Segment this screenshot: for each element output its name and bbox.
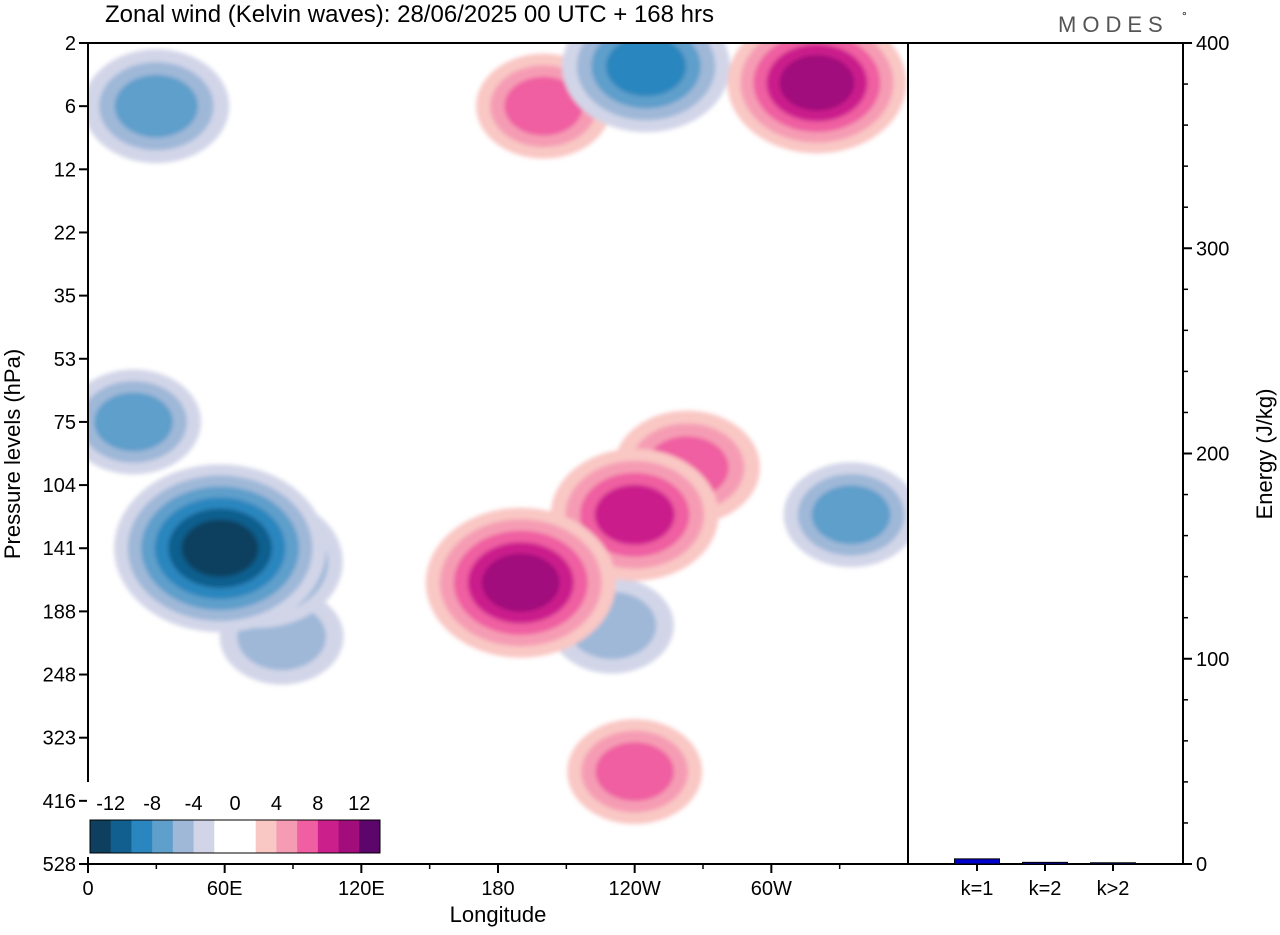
energy-tick-label: 0 [1196,854,1207,876]
easterly-anomaly [783,462,908,568]
x-axis-label: Longitude [450,902,547,927]
x-tick-label: 60E [207,878,243,900]
colorbar-swatch [276,820,298,853]
contour-band [594,484,675,545]
contour-band [811,485,891,545]
westerly-anomaly [727,43,907,154]
colorbar-label: 4 [271,793,282,815]
y-tick-label: 2 [65,33,76,55]
y-tick-label: 6 [65,96,76,118]
energy-category-label: k=2 [1029,878,1062,900]
colorbar-swatch [255,820,277,853]
colorbar-swatch [235,820,257,853]
energy-axis-label: Energy (J/kg) [1252,389,1277,520]
colorbar-label: -12 [96,793,125,815]
y-tick-label: 188 [43,601,76,623]
westerly-anomaly [425,507,616,658]
colorbar-swatch [214,820,236,853]
colorbar-swatch [90,820,112,853]
y-axis-label: Pressure levels (hPa) [0,349,25,559]
energy-tick-label: 300 [1196,238,1229,260]
energy-tick-label: 400 [1196,33,1229,55]
colorbar-swatch [338,820,360,853]
easterly-anomaly [562,43,731,133]
contour-band [481,553,560,612]
y-axis: 2 6 12 22 35 53 75 104 141 188 248 323 416 528 [43,33,88,876]
colorbar-label: 0 [229,793,240,815]
colorbar-swatch [110,820,132,853]
y-tick-label: 12 [54,159,76,181]
y-tick-label: 528 [43,854,76,876]
contour-band [606,43,687,97]
colorbar-label: -8 [143,793,161,815]
colorbar-label: -4 [185,793,203,815]
colorbar-swatch [152,820,174,853]
chart-title: Zonal wind (Kelvin waves): 28/06/2025 00… [105,1,714,28]
x-tick-label: 120E [338,878,385,900]
x-tick-label: 180 [481,878,514,900]
contour-band [94,392,173,452]
colorbar-swatch [359,820,381,853]
modes-logo-text: MODES [1058,12,1169,37]
y-tick-label: 323 [43,728,76,750]
energy-bar [1022,861,1068,865]
energy-bar [1090,862,1136,865]
x-tick-label: 120W [609,878,661,900]
y-tick-label: 22 [54,222,76,244]
easterly-anomaly [88,49,230,164]
x-axis: 0 60E 120E 180 120W 60W [82,864,841,900]
colorbar: -12 -8 -4 0 4 8 12 [87,782,383,857]
colorbar-label: 8 [312,793,323,815]
contour-band [181,519,259,577]
y-tick-label: 141 [43,538,76,560]
colorbar-swatch [297,820,319,853]
easterly-anomaly [114,464,327,633]
energy-tick-label: 200 [1196,444,1229,466]
modes-logo: MODES ° [1058,9,1187,37]
wind-contour-field [88,43,908,825]
easterly-anomaly [88,369,202,475]
colorbar-swatch [172,820,195,853]
colorbar-swatch [317,820,340,853]
x-tick-label: 60W [751,878,792,900]
energy-category-label: k>2 [1097,878,1130,900]
y-tick-label: 104 [43,475,76,497]
energy-category-label: k=1 [961,878,994,900]
y-tick-label: 416 [43,791,76,813]
energy-bar-chart: 0 100 200 300 400 k=1 k=2 k>2 [954,33,1229,900]
westerly-anomaly [567,719,703,825]
contour-band [504,76,583,136]
contour-band [779,54,855,111]
y-tick-label: 75 [54,412,76,434]
energy-bar [954,858,1000,865]
y-tick-label: 248 [43,665,76,687]
contour-band [114,74,198,138]
modes-logo-mark: ° [1182,9,1187,23]
colorbar-label: 12 [348,793,370,815]
x-tick-label: 0 [82,878,93,900]
colorbar-swatch [131,820,153,853]
colorbar-frame [89,819,381,854]
y-tick-label: 35 [54,286,76,308]
energy-tick-label: 100 [1196,649,1229,671]
heatmap-frame [87,42,909,865]
energy-frame [907,42,1184,865]
contour-band [595,742,674,801]
y-tick-label: 53 [54,349,76,371]
colorbar-swatch [193,820,215,853]
